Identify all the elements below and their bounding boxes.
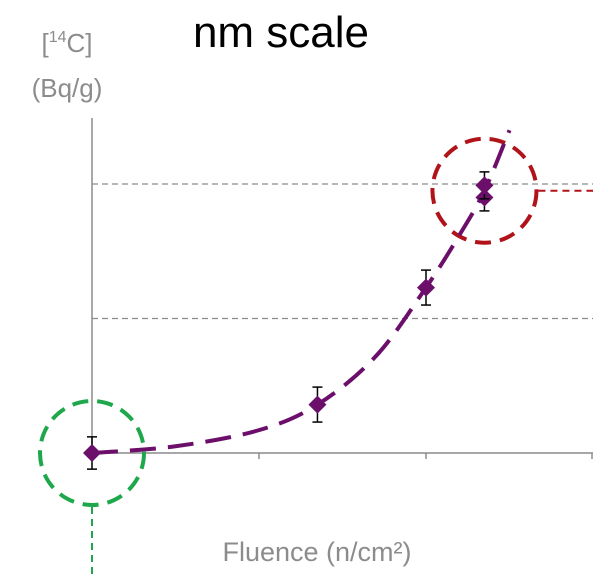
high-fluence-circle — [430, 136, 539, 245]
trend-lines — [91, 129, 512, 455]
data-points — [83, 171, 494, 470]
axes — [91, 118, 593, 459]
y-axis-label-post: C] — [67, 28, 93, 58]
y-axis-label-unit: (Bq/g) — [32, 73, 103, 103]
data-point-5 — [475, 176, 494, 195]
chart-title: nm scale — [193, 8, 369, 57]
y-axis-label-pre: [ — [41, 28, 49, 58]
x-axis-label: Fluence (n/cm²) — [222, 537, 411, 567]
trend-line — [91, 129, 512, 455]
data-point-1 — [83, 444, 101, 462]
y-axis-label-sup: 14 — [49, 29, 67, 46]
gridlines — [92, 183, 593, 320]
data-point-2 — [308, 395, 327, 414]
highlight-circles — [38, 136, 593, 577]
zero-fluence-circle — [38, 399, 146, 507]
y-axis-label: [14C] — [41, 28, 92, 58]
data-point-3 — [417, 278, 435, 297]
